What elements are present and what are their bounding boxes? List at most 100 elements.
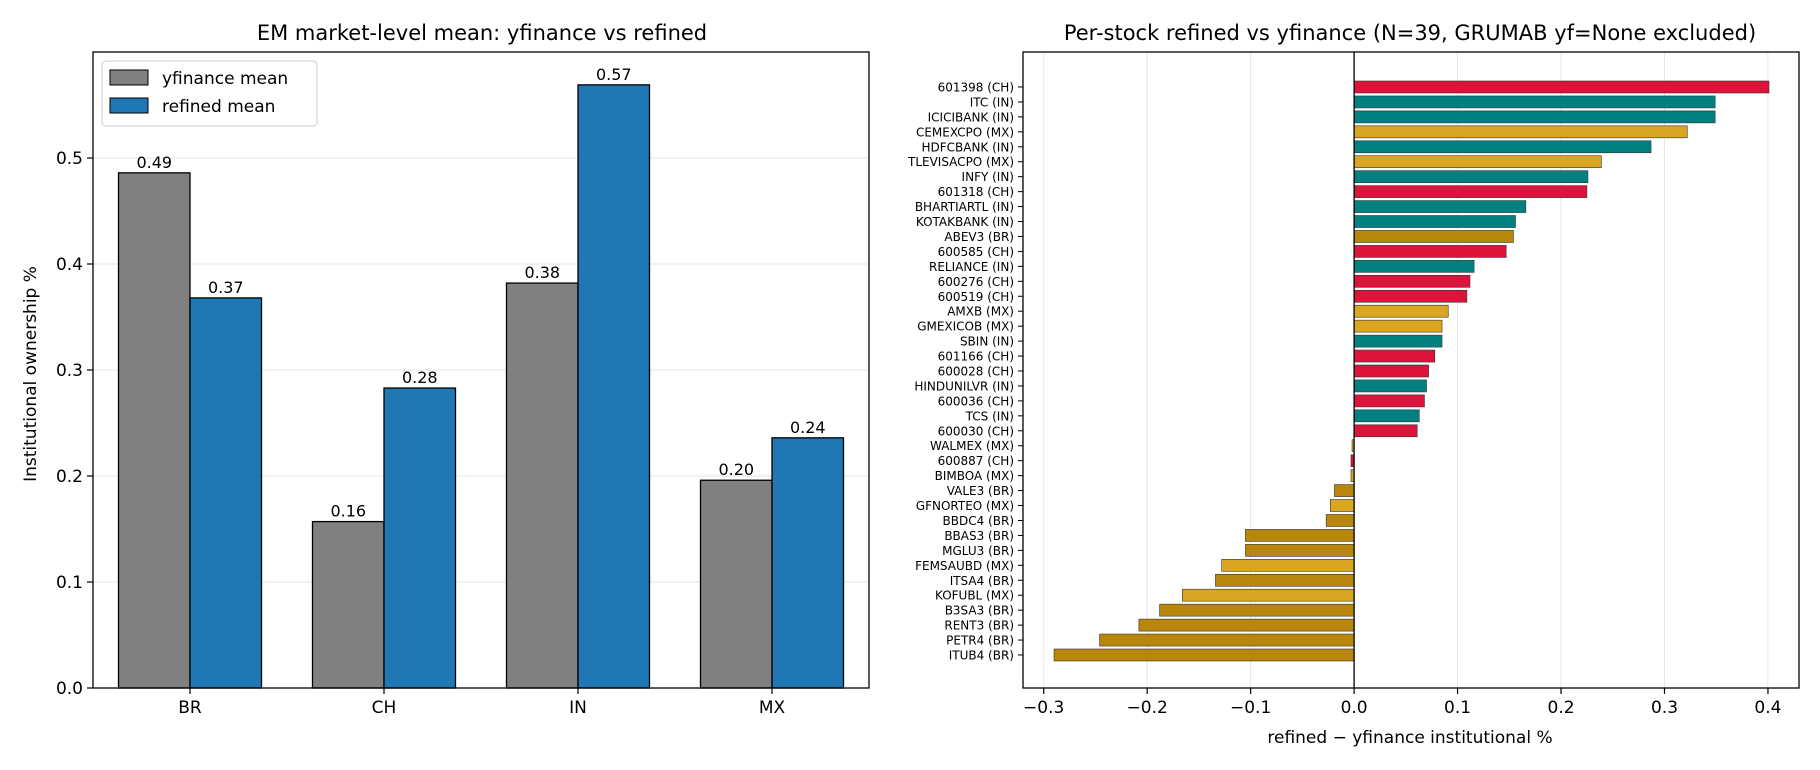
bar-refined-mean-br [189,297,263,689]
bar-sbin-in [1353,334,1443,348]
left-x-tick-label: BR [178,698,202,718]
stock-label: 600519 (CH) [938,290,1014,304]
right-y-ticks: 601398 (CH)ITC (IN)ICICIBANK (IN)CEMEXCP… [907,81,1023,663]
stock-label: AMXB (MX) [947,305,1014,319]
bar-601398-ch [1353,80,1770,94]
bar-hindunilvr-in [1353,379,1427,393]
bar-600030-ch [1353,424,1418,438]
legend-label-yfinance: yfinance mean [162,69,288,89]
stock-label: BBDC4 (BR) [943,514,1014,528]
stock-label: FEMSAUBD (MX) [915,559,1014,573]
bar-b3sa3-br [1159,603,1355,617]
bar-yfinance-mean-ch [311,520,385,689]
right-x-axis-label: refined − yfinance institutional % [1267,728,1552,748]
bar-reliance-in [1353,260,1475,273]
bar-gmexicob-mx [1353,319,1443,333]
stock-label: GMEXICOB (MX) [917,320,1014,334]
bar-601166-ch [1353,349,1436,363]
stock-label: TLEVISACPO (MX) [907,155,1014,169]
stock-label: KOTAKBANK (IN) [916,215,1014,229]
bar-infy-in [1353,170,1589,183]
bar-bbdc4-br [1325,514,1355,527]
legend-entry-refined: refined mean [109,97,275,117]
left-y-tick-label: 0.3 [56,361,83,381]
right-x-ticks: −0.3 −0.2 −0.1 0.0 0.1 0.2 0.3 0.4 [1023,688,1781,718]
bar-petr4-br [1099,633,1355,647]
legend-entry-yfinance: yfinance mean [109,69,288,89]
bar-value-label: 0.37 [208,278,244,297]
bar-gfnorteo-mx [1329,499,1355,512]
bar-value-label: 0.38 [524,263,560,282]
bar-600585-ch [1353,245,1507,258]
left-y-ticks: 0.0 0.1 0.2 0.3 0.4 0.5 [56,149,93,699]
stock-label: RENT3 (BR) [944,619,1014,633]
legend-swatch-refined [109,97,149,114]
stock-label: PETR4 (BR) [946,634,1014,648]
right-x-tick-label: 0.2 [1548,698,1575,718]
bar-yfinance-mean-mx [699,479,773,689]
market-mean-chart: EM market-level mean: yfinance vs refine… [21,21,870,718]
right-chart-title: Per-stock refined vs yfinance (N=39, GRU… [1064,21,1756,45]
stock-label: 601166 (CH) [938,350,1014,364]
bar-value-label: 0.57 [596,65,632,84]
left-chart-title: EM market-level mean: yfinance vs refine… [257,21,707,45]
stock-label: BHARTIARTL (IN) [915,200,1014,214]
stock-label: CEMEXCPO (MX) [916,125,1014,139]
bar-refined-mean-mx [771,437,845,689]
stock-label: B3SA3 (BR) [945,604,1014,618]
stock-label: WALMEX (MX) [930,439,1014,453]
bar-hdfcbank-in [1353,140,1652,154]
bar-value-label: 0.24 [790,418,826,437]
bar-kotakbank-in [1353,215,1516,228]
stock-label: TCS (IN) [965,409,1014,423]
left-y-tick-label: 0.1 [56,573,83,593]
bar-bbas3-br [1245,529,1355,542]
bar-tcs-in [1353,409,1420,423]
bar-itc-in [1353,95,1716,109]
right-x-tick-label: −0.2 [1127,698,1168,718]
per-stock-chart: Per-stock refined vs yfinance (N=39, GRU… [907,21,1800,748]
left-y-tick-label: 0.0 [56,679,83,699]
bar-tlevisacpo-mx [1353,155,1602,169]
bar-yfinance-mean-in [505,282,579,689]
stock-label: ITUB4 (BR) [949,649,1014,663]
bar-vale3-br [1334,484,1355,497]
bar-value-label: 0.49 [136,153,172,172]
left-legend: yfinance mean refined mean [101,60,318,127]
right-x-tick-label: 0.0 [1341,698,1368,718]
right-x-tick-label: −0.3 [1023,698,1064,718]
stock-label: GFNORTEO (MX) [916,499,1014,513]
left-x-tick-label: CH [372,698,397,718]
bar-value-label: 0.16 [330,502,366,521]
stock-label: 600030 (CH) [938,424,1014,438]
left-y-tick-label: 0.2 [56,467,83,487]
bar-cemexcpo-mx [1353,125,1688,139]
bar-amxb-mx [1353,304,1449,318]
legend-label-refined: refined mean [162,97,275,117]
right-plot-frame [1022,51,1800,689]
bar-kofubl-mx [1182,588,1355,602]
stock-label: 600585 (CH) [938,245,1014,259]
stock-label: VALE3 (BR) [947,484,1014,498]
right-x-tick-label: 0.1 [1444,698,1471,718]
left-x-tick-label: MX [759,698,786,718]
stock-label: MGLU3 (BR) [942,544,1014,558]
bar-600028-ch [1353,364,1429,378]
stock-label: SBIN (IN) [960,335,1014,349]
bar-yfinance-mean-br [117,172,191,689]
right-x-tick-label: −0.1 [1230,698,1271,718]
stock-label: KOFUBL (MX) [935,589,1014,603]
bar-icicibank-in [1353,110,1716,124]
bar-itub4-br [1053,648,1355,662]
bar-601318-ch [1353,185,1588,198]
bar-rent3-br [1138,618,1355,632]
right-x-tick-label: 0.3 [1651,698,1678,718]
bar-abev3-br [1353,230,1514,243]
left-bars [117,84,845,689]
stock-label: ICICIBANK (IN) [928,110,1014,124]
bar-femsaubd-mx [1221,559,1355,572]
legend-box [101,60,318,127]
left-x-ticks: BR CH IN MX [178,688,786,718]
left-y-axis-label: Institutional ownership % [21,266,41,482]
